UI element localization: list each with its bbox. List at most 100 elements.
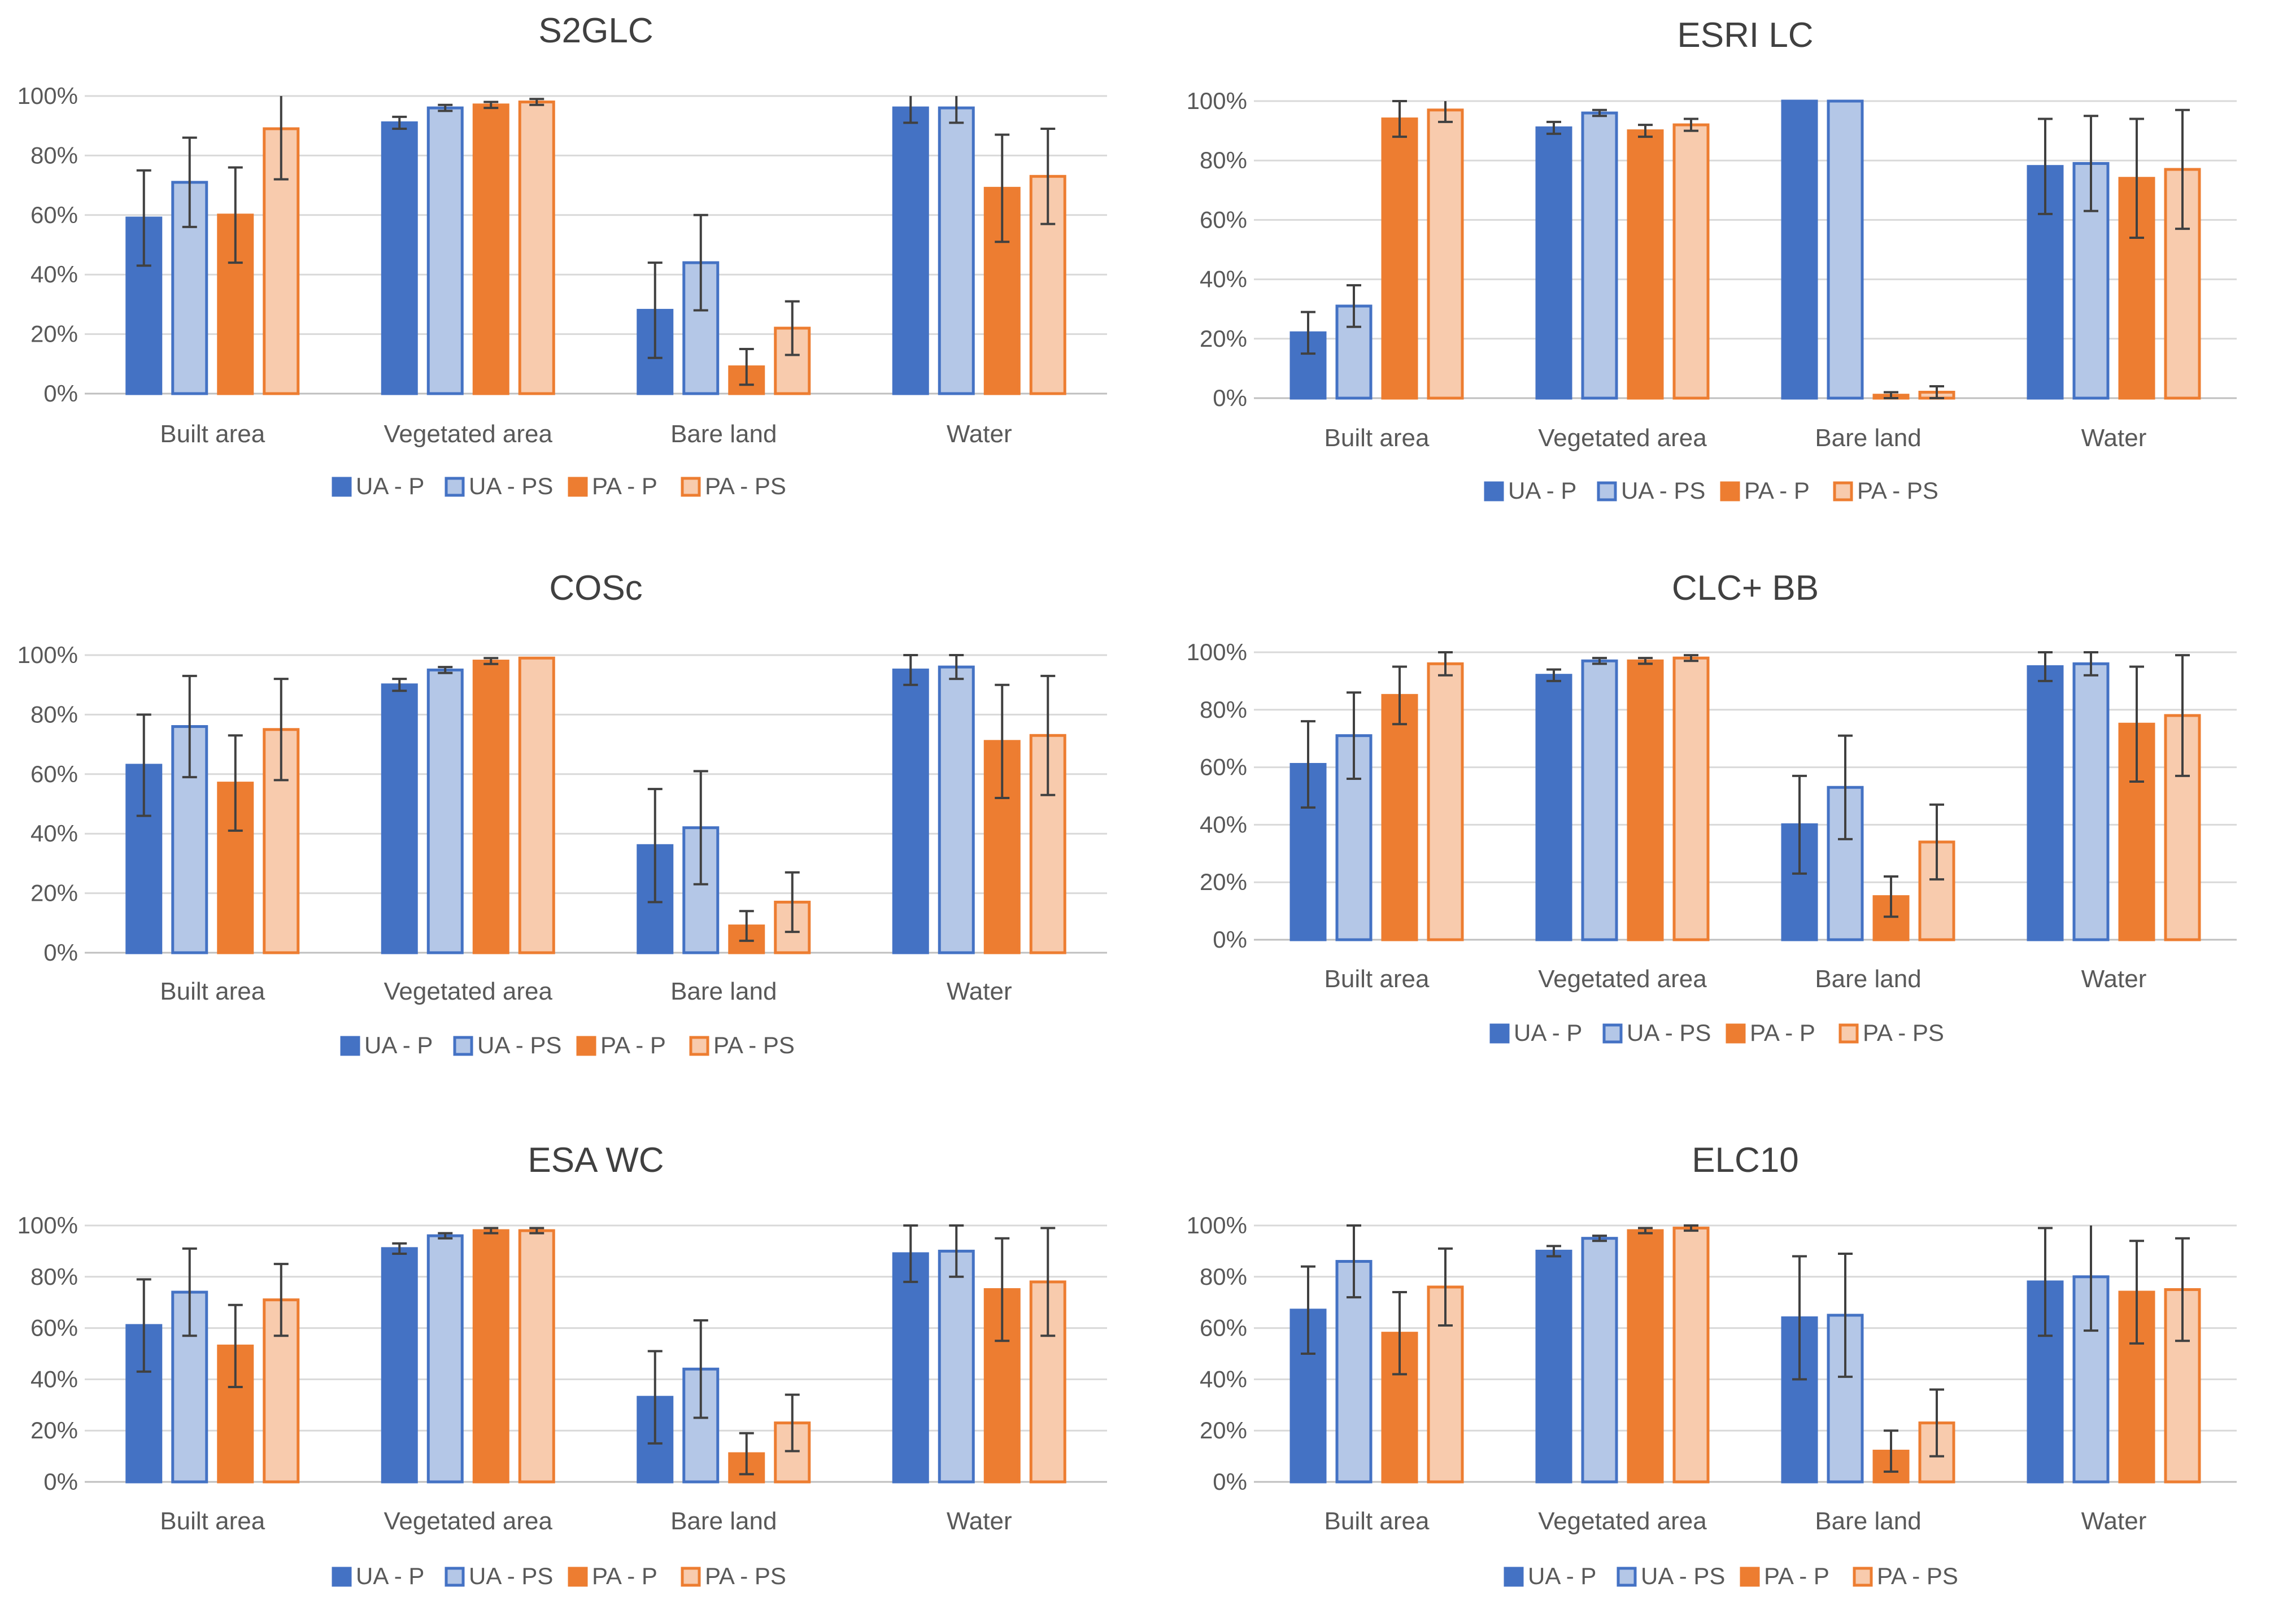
- legend-swatch: [445, 1567, 465, 1587]
- legend-swatch: [1838, 1023, 1859, 1044]
- y-tick-label: 40%: [31, 1366, 78, 1392]
- x-category-label: Water: [2081, 965, 2147, 993]
- y-tick-label: 80%: [1200, 147, 1247, 173]
- y-tick-label: 80%: [31, 701, 78, 727]
- bar-pa-ps: [1672, 1227, 1710, 1484]
- y-tick-label: 0%: [43, 939, 78, 966]
- x-category-label: Water: [2081, 424, 2147, 452]
- x-category-label: Bare land: [1815, 1507, 1921, 1535]
- legend-label: UA - P: [364, 1032, 433, 1058]
- x-category-label: Built area: [1325, 965, 1430, 993]
- bar-ua-p: [381, 1247, 418, 1484]
- chart-title: ESRI LC: [1677, 16, 1813, 55]
- bar-ua-ps: [1827, 99, 1864, 400]
- legend-label: UA - PS: [477, 1032, 561, 1058]
- legend-label: PA - P: [592, 1563, 657, 1589]
- bar-ua-p: [892, 1252, 929, 1484]
- legend-label: UA - PS: [469, 473, 553, 499]
- chart-panel-4: CLC+ BB 0% 20% 40% 60% 80% 100% Built area Veget…: [1187, 569, 2237, 1046]
- legend-swatch: [568, 1567, 588, 1587]
- legend-swatch: [576, 1036, 596, 1056]
- legend: UA - P UA - PS PA - P PA - PS: [1504, 1563, 1958, 1589]
- x-category-label: Water: [947, 420, 1012, 448]
- chart-panel-2: ESRI LC 0% 20% 40% 60% 80% 100% Built area Veget…: [1187, 16, 2237, 504]
- y-tick-label: 40%: [31, 820, 78, 847]
- legend-label: PA - P: [600, 1032, 666, 1058]
- x-category-label: Built area: [160, 420, 265, 448]
- bar-ua-p: [381, 121, 418, 395]
- y-tick-label: 0%: [1213, 385, 1247, 411]
- bar-pa-p: [1627, 659, 1664, 941]
- bar-ua-ps: [1581, 111, 1618, 400]
- legend-swatch: [681, 1567, 701, 1587]
- bar-ua-ps: [938, 665, 975, 954]
- y-tick-label: 40%: [1200, 266, 1247, 293]
- x-category-label: Bare land: [1815, 965, 1921, 993]
- legend-swatch: [1833, 481, 1853, 501]
- chart-panel-5: ESA WC 0% 20% 40% 60% 80% 100% Built area Vegeta…: [18, 1141, 1107, 1589]
- y-tick-label: 60%: [31, 1315, 78, 1341]
- y-tick-label: 20%: [1200, 1417, 1247, 1443]
- y-tick-label: 40%: [1200, 1366, 1247, 1392]
- bar-ua-p: [381, 683, 418, 954]
- x-category-label: Vegetated area: [1538, 424, 1707, 452]
- bar-pa-ps: [518, 656, 555, 954]
- chart-panel-6: ELC10 0% 20% 40% 60% 80% 100% Built area Vegetat…: [1187, 1141, 2237, 1589]
- y-tick-label: 80%: [1200, 696, 1247, 723]
- legend-label: PA - PS: [1863, 1019, 1944, 1046]
- chart-title: ELC10: [1692, 1141, 1799, 1180]
- x-category-label: Water: [947, 978, 1012, 1005]
- bar-pa-ps: [1672, 123, 1710, 400]
- legend-swatch: [445, 477, 465, 497]
- legend-label: UA - PS: [469, 1563, 553, 1589]
- y-tick-label: 40%: [31, 261, 78, 287]
- legend-label: UA - PS: [1621, 477, 1705, 504]
- y-tick-label: 100%: [18, 82, 78, 109]
- y-tick-label: 0%: [1213, 926, 1247, 953]
- bar-ua-p: [892, 668, 929, 954]
- bar-ua-ps: [1581, 659, 1618, 941]
- bar-pa-p: [1381, 117, 1418, 400]
- bar-ua-p: [892, 106, 929, 395]
- y-tick-label: 0%: [1213, 1468, 1247, 1495]
- legend-swatch: [332, 477, 352, 497]
- bar-pa-p: [472, 1229, 509, 1484]
- legend-swatch: [1597, 481, 1617, 501]
- chart-title: COSc: [549, 569, 642, 608]
- x-category-label: Built area: [160, 1507, 265, 1535]
- x-category-label: Built area: [1325, 424, 1430, 452]
- x-category-label: Built area: [1325, 1507, 1430, 1535]
- bar-ua-p: [1535, 674, 1572, 941]
- bar-ua-ps: [2072, 662, 2110, 941]
- bar-pa-ps: [1427, 662, 1464, 941]
- x-category-label: Water: [2081, 1507, 2147, 1535]
- legend-label: UA - P: [1514, 1019, 1582, 1046]
- y-tick-label: 60%: [31, 202, 78, 228]
- legend-label: PA - P: [1744, 477, 1810, 504]
- bar-ua-p: [1781, 99, 1818, 400]
- y-tick-label: 80%: [1200, 1263, 1247, 1290]
- y-tick-label: 100%: [18, 1212, 78, 1238]
- bar-ua-ps: [426, 668, 464, 954]
- legend-swatch: [1726, 1023, 1746, 1044]
- legend-swatch: [1853, 1567, 1873, 1587]
- x-category-label: Vegetated area: [384, 420, 553, 448]
- bar-ua-ps: [1581, 1237, 1618, 1484]
- bar-pa-ps: [518, 1229, 555, 1484]
- y-tick-label: 20%: [31, 880, 78, 906]
- y-tick-label: 20%: [1200, 325, 1247, 352]
- legend: UA - P UA - PS PA - P PA - PS: [1484, 477, 1938, 504]
- bar-ua-ps: [171, 725, 208, 954]
- chart-panel-1: S2GLC 0% 20% 40% 60% 80% 100% Built area Vegetat…: [18, 11, 1107, 499]
- legend-label: PA - PS: [705, 1563, 786, 1589]
- bar-ua-p: [1535, 126, 1572, 400]
- legend: UA - P UA - PS PA - P PA - PS: [332, 473, 786, 499]
- legend-swatch: [1602, 1023, 1623, 1044]
- x-category-label: Bare land: [670, 1507, 777, 1535]
- legend-label: UA - P: [1528, 1563, 1596, 1589]
- legend-label: PA - P: [592, 473, 657, 499]
- chart-title: CLC+ BB: [1672, 569, 1819, 608]
- bar-ua-ps: [426, 106, 464, 395]
- bar-pa-p: [1627, 129, 1664, 400]
